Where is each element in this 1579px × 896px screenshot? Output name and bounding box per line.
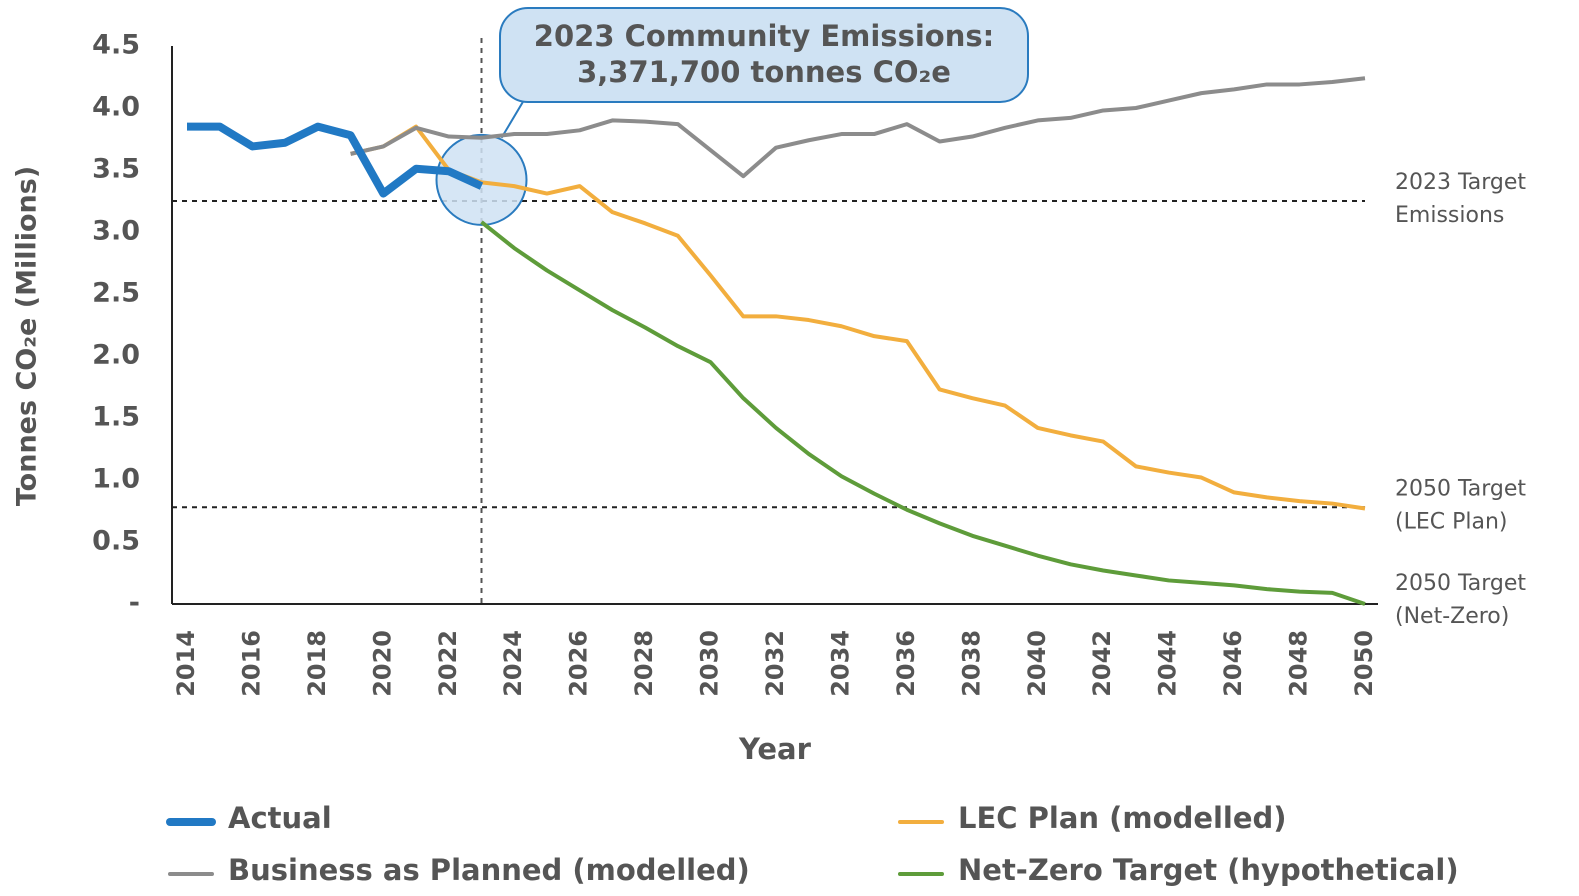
x-tick-label: 2042 (1088, 630, 1116, 697)
x-tick-label: 2032 (761, 630, 789, 697)
x-tick-label: 2024 (499, 630, 527, 697)
x-tick-label: 2040 (1023, 630, 1051, 697)
x-tick-label: 2020 (368, 630, 396, 697)
series-line (350, 124, 1366, 511)
y-tick-label: 4.0 (92, 92, 140, 123)
legend-label: Business as Planned (modelled) (228, 853, 750, 887)
reference-label: 2050 Target (1395, 571, 1526, 596)
reference-label: (Net-Zero) (1395, 604, 1509, 629)
y-tick-label: 2.0 (92, 340, 140, 371)
y-axis-label: Tonnes CO₂e (Millions) (12, 166, 43, 506)
callout-text: 2023 Community Emissions: (534, 19, 994, 53)
series-line (480, 220, 1366, 606)
callout-text: 3,371,700 tonnes CO₂e (577, 55, 951, 89)
x-tick-label: 2026 (565, 630, 593, 697)
y-tick-label: 3.0 (92, 216, 140, 247)
series-line (350, 76, 1366, 179)
x-tick-label: 2050 (1350, 630, 1378, 697)
y-tick-label: 0.5 (92, 526, 140, 557)
x-tick-label: 2038 (957, 630, 985, 697)
legend-label: Actual (228, 801, 332, 835)
y-tick-label: 1.0 (92, 464, 140, 495)
y-tick-label: 3.5 (92, 154, 140, 185)
x-tick-label: 2016 (237, 630, 265, 697)
reference-label: 2023 Target (1395, 170, 1526, 195)
x-tick-label: 2022 (434, 630, 462, 697)
y-tick-label: 1.5 (92, 402, 140, 433)
x-tick-label: 2018 (303, 630, 331, 697)
x-tick-label: 2044 (1154, 630, 1182, 697)
reference-label: Emissions (1395, 203, 1504, 228)
highlight-circle (435, 133, 528, 226)
x-tick-label: 2048 (1285, 630, 1313, 697)
x-tick-label: 2046 (1219, 630, 1247, 697)
legend-label: LEC Plan (modelled) (958, 801, 1287, 835)
reference-label: 2050 Target (1395, 476, 1526, 501)
y-tick-label: 2.5 (92, 278, 140, 309)
y-tick-label: 4.5 (92, 30, 140, 61)
x-tick-label: 2014 (172, 630, 200, 697)
x-tick-label: 2036 (892, 630, 920, 697)
series-line (187, 122, 484, 198)
legend-label: Net-Zero Target (hypothetical) (958, 853, 1459, 887)
y-tick-label: - (129, 588, 140, 619)
reference-label: (LEC Plan) (1395, 509, 1507, 534)
x-axis-label: Year (738, 732, 812, 766)
x-tick-label: 2028 (630, 630, 658, 697)
x-tick-label: 2034 (826, 630, 854, 697)
x-tick-label: 2030 (696, 630, 724, 697)
callout-box (499, 7, 1029, 103)
